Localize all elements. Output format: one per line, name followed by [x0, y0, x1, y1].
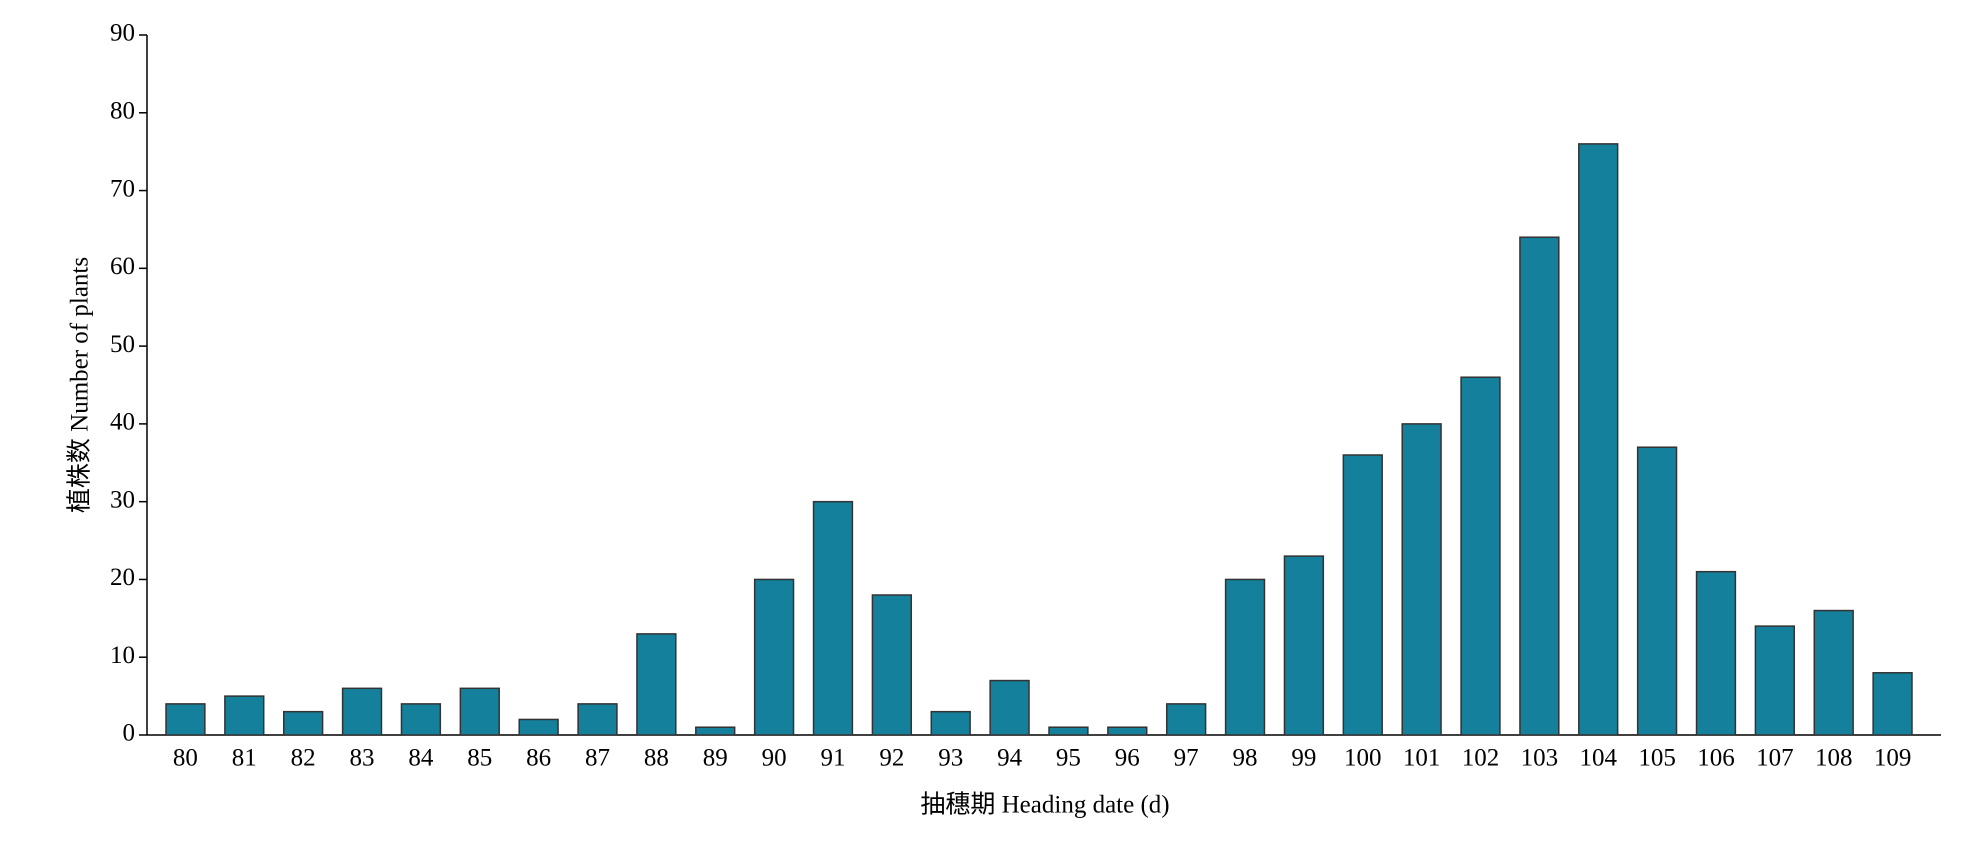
x-tick-label: 102 — [1462, 745, 1500, 772]
bar — [636, 633, 677, 736]
bar — [577, 703, 618, 736]
y-tick-label: 10 — [110, 642, 135, 669]
y-tick-label: 80 — [110, 98, 135, 125]
y-tick-label: 20 — [110, 564, 135, 591]
bar — [695, 726, 736, 736]
bar — [812, 500, 854, 736]
x-tick-label: 91 — [820, 745, 845, 772]
x-tick-label: 109 — [1874, 745, 1912, 772]
y-tick-label: 90 — [110, 20, 135, 47]
bar — [282, 710, 324, 736]
bar — [165, 703, 206, 736]
x-tick-label: 98 — [1233, 745, 1258, 772]
bar — [930, 710, 971, 736]
bar — [1872, 672, 1913, 736]
x-tick-label: 86 — [526, 745, 551, 772]
x-tick-label: 97 — [1174, 745, 1199, 772]
x-tick-label: 106 — [1697, 745, 1735, 772]
bar — [1519, 236, 1560, 736]
bar — [459, 687, 500, 736]
bar — [224, 695, 265, 736]
y-tick-label: 30 — [110, 486, 135, 513]
bar — [1107, 726, 1148, 736]
x-tick-label: 84 — [408, 745, 434, 772]
bar — [989, 679, 1030, 736]
bar — [1224, 578, 1266, 736]
x-tick-label: 105 — [1638, 745, 1676, 772]
y-tick-label: 70 — [110, 175, 135, 202]
x-tick-label: 107 — [1756, 745, 1794, 772]
x-tick-label: 94 — [997, 745, 1023, 772]
y-tick-label: 40 — [110, 409, 135, 436]
bar — [1401, 423, 1442, 736]
x-tick-label: 92 — [879, 745, 904, 772]
x-tick-label: 85 — [467, 745, 492, 772]
x-tick-label: 101 — [1403, 745, 1441, 772]
x-tick-label: 89 — [703, 745, 728, 772]
bar — [1813, 609, 1854, 736]
bar — [1695, 570, 1737, 736]
bar — [871, 594, 913, 736]
x-tick-label: 93 — [938, 745, 963, 772]
x-tick-label: 80 — [173, 745, 198, 772]
bar — [1165, 703, 1207, 736]
x-tick-label: 96 — [1115, 745, 1140, 772]
bar — [1754, 625, 1796, 736]
bar — [518, 718, 559, 736]
x-tick-label: 81 — [232, 745, 257, 772]
y-axis-label: 植株数 Number of plants — [66, 257, 94, 513]
y-tick-label: 50 — [110, 331, 135, 358]
x-tick-label: 104 — [1579, 745, 1617, 772]
x-tick-label: 87 — [585, 745, 610, 772]
bar — [341, 687, 383, 736]
y-tick-label: 60 — [110, 253, 135, 280]
bar — [1283, 555, 1325, 736]
bar — [400, 703, 442, 736]
x-tick-label: 108 — [1815, 745, 1853, 772]
x-tick-label: 99 — [1291, 745, 1316, 772]
bar — [1048, 726, 1089, 736]
y-tick-label: 0 — [123, 720, 136, 747]
x-tick-label: 90 — [762, 745, 787, 772]
x-tick-label: 95 — [1056, 745, 1081, 772]
bar — [1460, 376, 1501, 736]
x-axis-label: 抽穗期 Heading date (d) — [920, 791, 1169, 819]
x-tick-label: 100 — [1344, 745, 1382, 772]
x-tick-label: 82 — [291, 745, 316, 772]
bar — [1636, 446, 1678, 736]
bar — [1578, 143, 1619, 736]
bar — [1342, 454, 1383, 736]
bar — [753, 578, 795, 736]
x-tick-label: 83 — [350, 745, 375, 772]
x-tick-label: 88 — [644, 745, 669, 772]
x-tick-label: 103 — [1521, 745, 1559, 772]
